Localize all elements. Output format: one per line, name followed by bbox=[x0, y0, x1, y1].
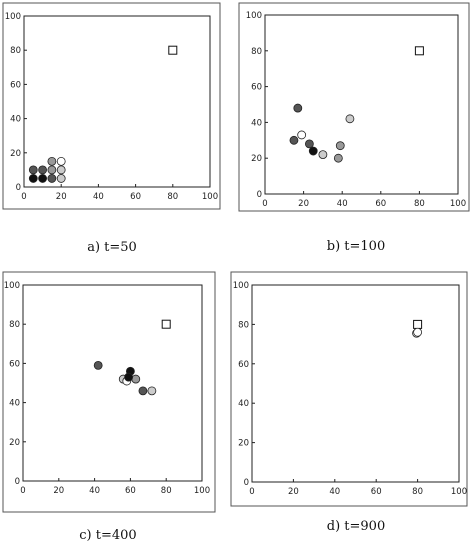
x-tick-label: 100 bbox=[451, 487, 467, 497]
target-marker bbox=[168, 45, 178, 55]
x-tick-label: 20 bbox=[56, 192, 67, 202]
panel-b-frame bbox=[238, 2, 470, 212]
panel-d: 0 20 40 60 80 100 0 20 40 60 80 100 d) t=900 bbox=[233, 281, 467, 534]
plot-area-b bbox=[264, 14, 459, 195]
y-tick-label: 0 bbox=[257, 190, 262, 200]
x-tick-label: 40 bbox=[93, 192, 104, 202]
data-point bbox=[131, 374, 141, 384]
panel-c: 0 20 40 60 80 100 0 20 40 60 80 100 c) t=400 bbox=[4, 281, 210, 543]
panel-caption-d: d) t=900 bbox=[327, 519, 385, 534]
x-tick-label: 20 bbox=[298, 199, 309, 209]
y-tick-label: 20 bbox=[238, 439, 249, 449]
data-point bbox=[335, 141, 345, 151]
y-tick-label: 100 bbox=[5, 12, 21, 22]
data-point bbox=[38, 165, 47, 175]
data-point bbox=[138, 386, 148, 396]
y-tick-label: 40 bbox=[10, 115, 21, 125]
target-marker bbox=[414, 46, 424, 56]
x-tick-label: 100 bbox=[194, 486, 210, 496]
target-marker bbox=[161, 319, 171, 329]
data-point bbox=[93, 360, 103, 370]
data-point bbox=[293, 103, 303, 113]
x-tick-label: 0 bbox=[262, 199, 267, 209]
x-tick-label: 0 bbox=[21, 192, 26, 202]
x-tick-label: 80 bbox=[161, 486, 172, 496]
x-tick-label: 40 bbox=[329, 487, 340, 497]
x-tick-label: 60 bbox=[125, 486, 136, 496]
plot-area-c bbox=[22, 284, 203, 482]
x-tick-label: 40 bbox=[89, 486, 100, 496]
panel-a-frame bbox=[2, 2, 221, 210]
x-tick-label: 60 bbox=[375, 199, 386, 209]
data-point bbox=[304, 139, 314, 149]
y-tick-label: 20 bbox=[251, 154, 262, 164]
data-point bbox=[56, 156, 66, 166]
y-tick-label: 80 bbox=[10, 46, 21, 56]
y-tick-label: 0 bbox=[15, 477, 20, 487]
data-point bbox=[28, 165, 38, 175]
data-point bbox=[308, 146, 318, 156]
y-tick-label: 100 bbox=[233, 281, 249, 291]
data-point bbox=[56, 165, 66, 175]
data-point bbox=[345, 114, 355, 124]
data-point bbox=[56, 174, 66, 183]
x-tick-label: 80 bbox=[167, 192, 178, 202]
data-point bbox=[318, 150, 328, 160]
x-tick-label: 80 bbox=[412, 487, 423, 497]
x-tick-label: 100 bbox=[202, 192, 218, 202]
data-point bbox=[47, 174, 57, 183]
y-tick-label: 80 bbox=[238, 320, 249, 330]
data-point bbox=[289, 135, 299, 145]
data-point bbox=[124, 372, 134, 382]
x-tick-label: 100 bbox=[450, 199, 466, 209]
data-point bbox=[297, 130, 307, 140]
x-tick-label: 20 bbox=[53, 486, 64, 496]
y-tick-label: 60 bbox=[238, 360, 249, 370]
x-tick-label: 60 bbox=[130, 192, 141, 202]
y-tick-label: 0 bbox=[16, 183, 21, 193]
panels: 0 20 40 60 80 100 0 20 40 60 80 100 a) t=50 0 20 40 60 80… bbox=[4, 11, 467, 543]
y-tick-label: 60 bbox=[10, 80, 21, 90]
x-tick-label: 40 bbox=[337, 199, 348, 209]
data-point bbox=[413, 327, 423, 337]
x-tick-label: 0 bbox=[249, 487, 254, 497]
data-point bbox=[333, 153, 343, 163]
y-tick-label: 80 bbox=[251, 47, 262, 57]
y-tick-label: 20 bbox=[9, 438, 20, 448]
data-point bbox=[47, 156, 57, 166]
y-tick-label: 80 bbox=[9, 320, 20, 330]
y-tick-label: 40 bbox=[9, 399, 20, 409]
x-tick-label: 60 bbox=[371, 487, 382, 497]
panel-c-frame bbox=[2, 271, 216, 513]
y-tick-label: 100 bbox=[4, 281, 20, 291]
panel-d-frame bbox=[230, 271, 468, 507]
y-tick-label: 0 bbox=[244, 478, 249, 488]
data-point bbox=[147, 386, 157, 396]
data-point bbox=[28, 174, 38, 183]
y-tick-label: 100 bbox=[246, 11, 262, 21]
panel-caption-c: c) t=400 bbox=[79, 528, 136, 543]
plot-area-d bbox=[251, 284, 460, 483]
x-tick-label: 0 bbox=[20, 486, 25, 496]
y-tick-label: 40 bbox=[238, 399, 249, 409]
panel-caption-b: b) t=100 bbox=[327, 239, 385, 254]
panel-a: 0 20 40 60 80 100 0 20 40 60 80 100 a) t=50 bbox=[5, 12, 218, 255]
data-point bbox=[47, 165, 57, 175]
panel-caption-a: a) t=50 bbox=[87, 240, 137, 255]
y-tick-label: 40 bbox=[251, 118, 262, 128]
y-tick-label: 60 bbox=[9, 359, 20, 369]
panel-b: 0 20 40 60 80 100 0 20 40 60 80 100 b) t=100 bbox=[246, 11, 466, 254]
target-marker bbox=[413, 319, 423, 329]
data-point bbox=[38, 174, 47, 183]
x-tick-label: 80 bbox=[414, 199, 425, 209]
y-tick-label: 60 bbox=[251, 83, 262, 93]
x-tick-label: 20 bbox=[288, 487, 299, 497]
plot-area-a bbox=[23, 15, 211, 188]
y-tick-label: 20 bbox=[10, 149, 21, 159]
